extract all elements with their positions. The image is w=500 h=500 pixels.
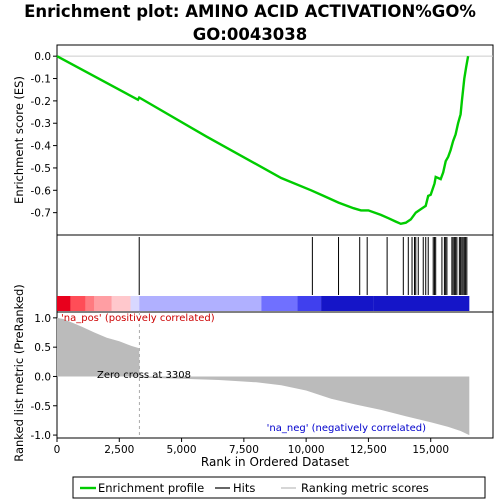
es-y-tick-label: -0.4 xyxy=(31,141,52,153)
colorbar-segment xyxy=(321,296,374,311)
es-y-tick-label: -0.1 xyxy=(31,74,52,86)
legend: Enrichment profile Hits Ranking metric s… xyxy=(72,476,486,499)
es-y-axis-label: Enrichment score (ES) xyxy=(12,76,26,204)
legend-label-ranking-metric: Ranking metric scores xyxy=(301,481,429,495)
es-y-ticks: 0.0 -0.1 -0.2 -0.3 -0.4 -0.5 -0.6 -0.7 xyxy=(31,51,57,220)
x-tick-label: 5,000 xyxy=(167,444,197,456)
hit-marks xyxy=(138,237,468,295)
hits-panel xyxy=(56,234,494,313)
x-tick-label: 2,500 xyxy=(104,444,134,456)
es-y-tick-label: -0.6 xyxy=(31,185,52,197)
colorbar-segment xyxy=(373,296,470,311)
x-tick-label: 10,000 xyxy=(288,444,325,456)
colorbar-segment xyxy=(57,296,71,311)
ranking-metric-area xyxy=(57,317,470,436)
colorbar-segment xyxy=(94,296,112,311)
pos-correlated-label: 'na_pos' (positively correlated) xyxy=(61,313,215,324)
enrichment-panel-frame xyxy=(56,44,494,236)
metric-y-tick-label: 0.0 xyxy=(34,371,51,383)
metric-y-tick-label: -0.5 xyxy=(31,401,52,413)
colorbar-segment xyxy=(70,296,86,311)
rank-colorbar xyxy=(57,296,470,311)
enrichment-panel: 0.0 -0.1 -0.2 -0.3 -0.4 -0.5 -0.6 -0.7 Enrichme… xyxy=(12,44,494,236)
es-y-tick-label: 0.0 xyxy=(34,51,51,63)
x-tick-label: 7,500 xyxy=(229,444,259,456)
metric-y-tick-label: -1.0 xyxy=(31,430,52,442)
colorbar-segment xyxy=(261,296,298,311)
colorbar-segment xyxy=(111,296,131,311)
ranked-metric-panel: 1.0 0.5 0.0 -0.5 -1.0 'na_pos' (positively c… xyxy=(12,284,494,462)
metric-y-axis-label: Ranked list metric (PreRanked) xyxy=(12,284,26,462)
colorbar-segment xyxy=(297,296,322,311)
es-y-tick-label: -0.7 xyxy=(31,208,52,220)
metric-y-tick-label: 0.5 xyxy=(34,342,51,354)
x-tick-label: 12,500 xyxy=(350,444,387,456)
x-axis-label: Rank in Ordered Dataset xyxy=(201,455,349,469)
legend-frame xyxy=(72,476,486,499)
es-y-tick-label: -0.5 xyxy=(31,163,52,175)
chart-title-line-2: GO:0043038 xyxy=(193,25,308,44)
legend-label-hits: Hits xyxy=(233,481,255,495)
metric-y-ticks: 1.0 0.5 0.0 -0.5 -1.0 xyxy=(31,313,57,442)
legend-label-enrichment-profile: Enrichment profile xyxy=(98,481,204,495)
enrichment-profile-line xyxy=(56,55,470,226)
neg-correlated-label: 'na_neg' (negatively correlated) xyxy=(267,423,426,434)
chart-title-line-1: Enrichment plot: AMINO ACID ACTIVATION%G… xyxy=(24,2,476,21)
colorbar-segment xyxy=(130,296,140,311)
colorbar-segment xyxy=(139,296,262,311)
x-tick-label: 0 xyxy=(54,444,61,456)
x-axis: 0 2,500 5,000 7,500 10,000 12,500 15,000 xyxy=(54,438,449,456)
colorbar-segment xyxy=(85,296,95,311)
es-y-tick-label: -0.2 xyxy=(31,96,52,108)
x-tick-label: 15,000 xyxy=(412,444,449,456)
zero-cross-label: Zero cross at 3308 xyxy=(97,370,191,381)
metric-y-tick-label: 1.0 xyxy=(34,313,51,325)
es-y-tick-label: -0.3 xyxy=(31,118,52,130)
